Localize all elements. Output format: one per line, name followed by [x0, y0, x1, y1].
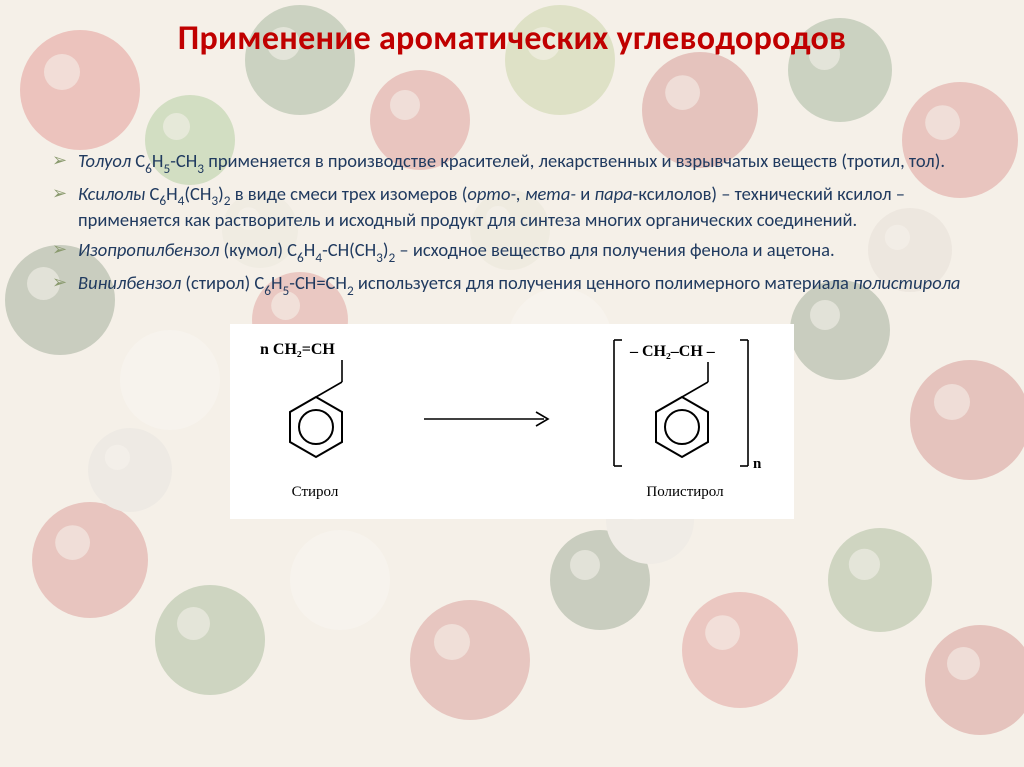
- molecule-styrene: n CH₂=CH Стирол: [250, 338, 380, 501]
- styrene-label: Стирол: [292, 484, 339, 501]
- polystyrene-n-subscript: n: [753, 456, 762, 472]
- bullet-styrene: Винилбензол (стирол) C6H5-CH=CH2 использ…: [50, 271, 974, 298]
- reaction-arrow-icon: [420, 404, 560, 434]
- bullet-xylene: Ксилолы C6H4(CH3)2 в виде смеси трех изо…: [50, 182, 974, 232]
- slide-content: Применение ароматических углеводородов Т…: [0, 0, 1024, 539]
- polystyrene-top-formula: – CH₂–CH –: [629, 343, 716, 360]
- polystyrene-structure: – CH₂–CH – n: [600, 338, 770, 478]
- polystyrene-label: Полистирол: [646, 484, 723, 501]
- page-title: Применение ароматических углеводородов: [50, 18, 974, 59]
- bullet-toluene: Толуол C6H5-CH3 применяется в производст…: [50, 149, 974, 176]
- reaction-diagram: n CH₂=CH Стирол – CH₂–CH –: [50, 324, 974, 519]
- styrene-top-formula: n CH₂=CH: [260, 341, 335, 358]
- reaction-panel: n CH₂=CH Стирол – CH₂–CH –: [230, 324, 794, 519]
- styrene-structure: n CH₂=CH: [250, 338, 380, 478]
- bullet-cumene: Изопропилбензол (кумол) C6H4-CH(CH3)2 – …: [50, 238, 974, 265]
- bullet-list: Толуол C6H5-CH3 применяется в производст…: [50, 149, 974, 298]
- molecule-polystyrene: – CH₂–CH – n Полистирол: [600, 338, 770, 501]
